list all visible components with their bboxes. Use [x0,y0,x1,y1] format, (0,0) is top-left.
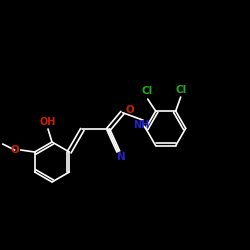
Text: O: O [125,105,134,115]
Text: NH: NH [133,120,149,130]
Text: OH: OH [40,117,56,127]
Text: O: O [10,145,19,155]
Text: Cl: Cl [141,86,152,96]
Text: Cl: Cl [175,85,186,95]
Text: N: N [117,152,126,162]
